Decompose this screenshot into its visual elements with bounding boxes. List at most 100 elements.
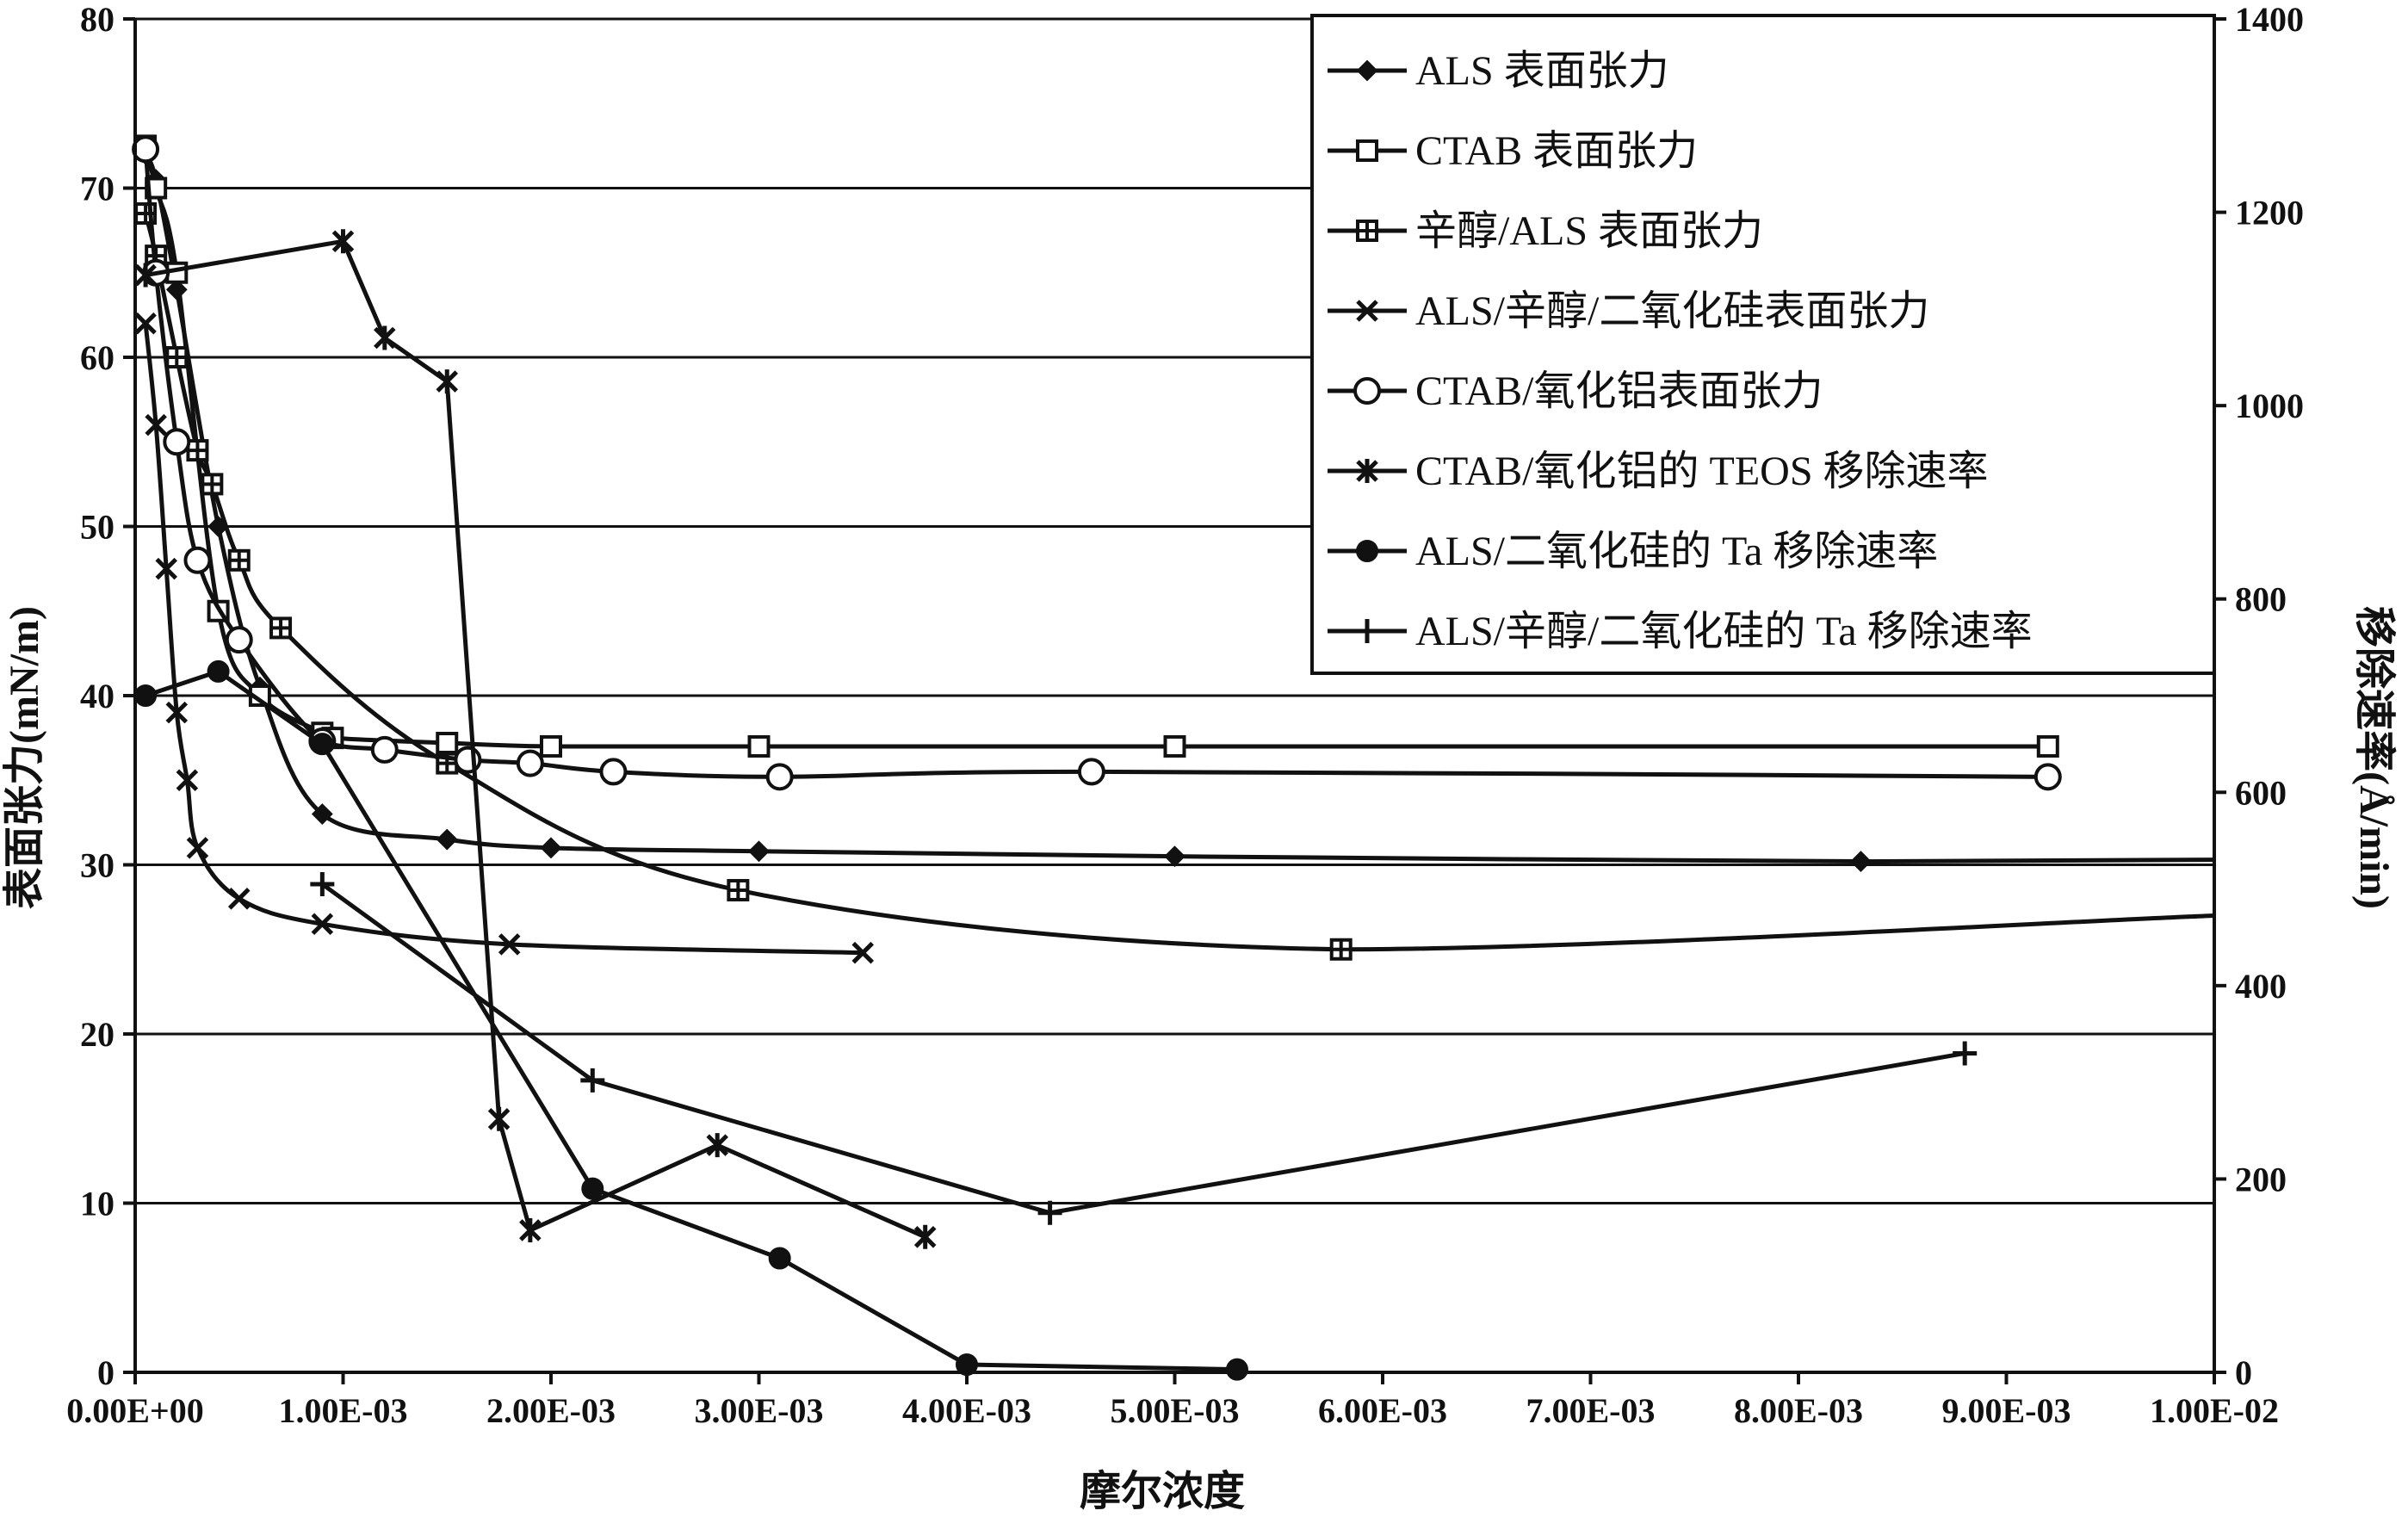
data-point (132, 135, 160, 164)
data-point (1077, 758, 1105, 786)
data-point (727, 878, 750, 901)
legend-label: ALS/辛醇/二氧化硅表面张力 (1415, 288, 1929, 334)
axes-layer: 0.00E+00 1.00E-03 2.00E-03 3.00E-03 4.00E-03… (66, 0, 2304, 1430)
data-point (1037, 1200, 1062, 1225)
legend-item: CTAB 表面张力 (1328, 128, 1698, 174)
x-tick-label: 4.00E-03 (902, 1391, 1031, 1430)
data-point (851, 941, 875, 964)
legend-label: ALS 表面张力 (1415, 48, 1669, 94)
y-axis-left-title: 表面张力(mN/m) (2, 606, 47, 909)
y-right-tick-label: 1200 (2235, 194, 2304, 232)
data-point (134, 263, 157, 288)
data-point (436, 828, 458, 851)
data-point (747, 734, 771, 758)
series-4 (134, 312, 875, 964)
x-tick-label: 8.00E-03 (1734, 1391, 1863, 1430)
data-point (227, 888, 251, 910)
data-point (540, 837, 562, 859)
data-point (1225, 1358, 1248, 1381)
legend-label: CTAB/氧化铝的 TEOS 移除速率 (1415, 449, 1989, 494)
data-point (581, 1177, 604, 1200)
legend-label: CTAB/氧化铝表面张力 (1415, 368, 1823, 414)
data-point (370, 735, 399, 764)
data-point (516, 749, 544, 777)
data-point (269, 616, 293, 640)
data-point (134, 312, 157, 335)
x-tick-label: 2.00E-03 (486, 1391, 616, 1430)
y-right-tick-label: 400 (2235, 967, 2287, 1006)
y-left-tick-label: 80 (80, 0, 115, 39)
y-right-tick-label: 200 (2235, 1160, 2287, 1198)
series-8 (310, 871, 1978, 1225)
legend-swatch-marker (1356, 59, 1378, 82)
data-point (311, 733, 334, 756)
y-left-tick-label: 10 (80, 1185, 115, 1223)
data-point (487, 1106, 511, 1131)
y-right-tick-label: 0 (2235, 1353, 2252, 1392)
series-line (143, 145, 2048, 749)
data-point (310, 871, 335, 896)
data-point (186, 837, 209, 859)
data-point (163, 428, 191, 456)
x-tick-label: 5.00E-03 (1111, 1391, 1240, 1430)
x-tick-label: 9.00E-03 (1942, 1391, 2071, 1430)
data-point (227, 548, 251, 572)
data-point (1329, 938, 1353, 961)
series-7 (134, 659, 1248, 1381)
data-point (1164, 845, 1185, 868)
legend-swatch-marker (1356, 139, 1378, 162)
series-line (320, 882, 1965, 1216)
data-point (1850, 851, 1872, 872)
data-point (2033, 763, 2062, 791)
data-point (165, 701, 189, 724)
legend-item: 辛醇/ALS 表面张力 (1328, 208, 1763, 254)
data-point (2036, 734, 2059, 758)
data-point (519, 1217, 542, 1242)
data-point (913, 1224, 937, 1249)
legend-item: ALS 表面张力 (1328, 48, 1669, 94)
data-point (183, 546, 212, 574)
x-tick-label: 0.00E+00 (66, 1391, 203, 1430)
series-line (143, 153, 2215, 864)
legend-label: 辛醇/ALS 表面张力 (1415, 208, 1763, 254)
data-point (165, 346, 189, 368)
data-point (540, 734, 562, 758)
legend-item: ALS/二氧化硅的 Ta 移除速率 (1328, 529, 1938, 574)
x-tick-label: 3.00E-03 (695, 1391, 824, 1430)
data-point (311, 913, 334, 936)
data-point (311, 803, 333, 825)
series-6 (134, 229, 937, 1249)
data-point (176, 769, 199, 792)
data-point (748, 840, 770, 863)
series-layer (132, 134, 2215, 1381)
data-point (498, 933, 521, 956)
x-axis-title: 摩尔浓度 (1080, 1469, 1245, 1514)
y-left-tick-label: 0 (97, 1353, 115, 1392)
data-point (1953, 1041, 1978, 1066)
y-right-tick-label: 1400 (2235, 0, 2304, 39)
legend-swatch-marker (1356, 459, 1378, 483)
x-tick-label: 7.00E-03 (1526, 1391, 1656, 1430)
data-point (436, 732, 459, 755)
data-point (331, 229, 355, 254)
data-point (201, 473, 224, 496)
data-point (155, 557, 177, 580)
data-point (599, 758, 628, 786)
y-left-tick-label: 40 (80, 677, 115, 715)
legend-label: ALS/辛醇/二氧化硅的 Ta 移除速率 (1415, 609, 2033, 654)
data-point (436, 369, 459, 394)
y-right-tick-label: 800 (2235, 580, 2287, 619)
legend-label: CTAB 表面张力 (1415, 128, 1698, 174)
legend-swatch-marker (1355, 619, 1379, 643)
data-point (1163, 734, 1186, 758)
y-left-tick-label: 50 (80, 508, 115, 547)
y-right-tick-label: 600 (2235, 773, 2287, 812)
data-point (207, 659, 230, 683)
legend-box (1310, 14, 2216, 675)
data-point (225, 626, 253, 654)
y-axis-right-title: 移除速率(Å/min) (2351, 606, 2397, 909)
x-tick-label: 6.00E-03 (1318, 1391, 1447, 1430)
